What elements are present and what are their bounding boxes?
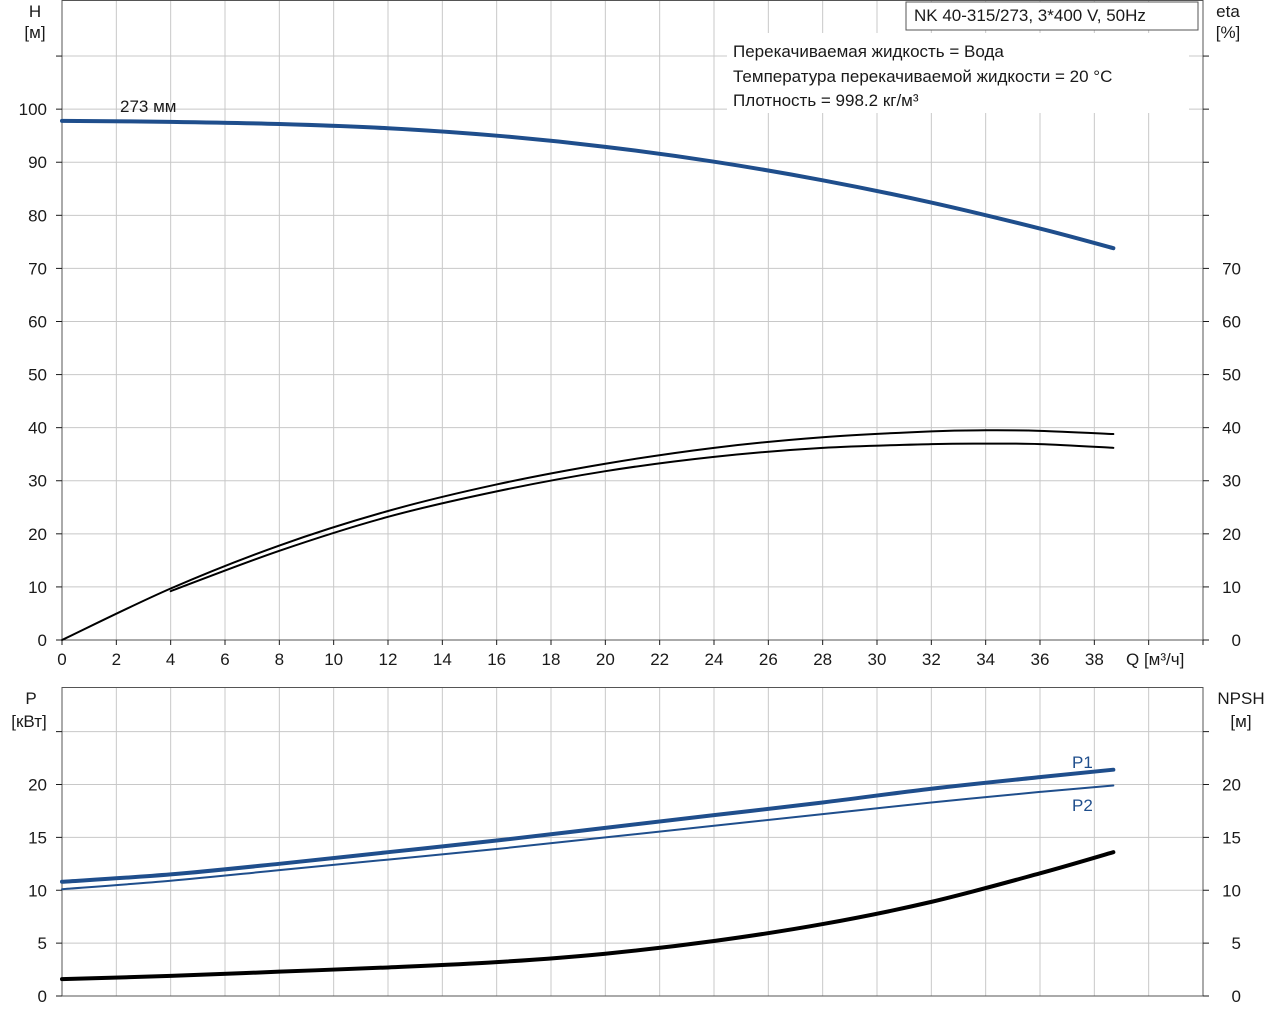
chart-title: NK 40-315/273, 3*400 V, 50Hz (914, 6, 1146, 25)
y-left-tick-label: 90 (28, 153, 47, 172)
y-left-tick-label: 5 (38, 934, 47, 953)
series-curve-2 (171, 444, 1114, 592)
y-left-label-bottom: P (25, 689, 36, 708)
y-right-tick-label: 20 (1222, 776, 1241, 795)
x-tick-label: 24 (705, 650, 724, 669)
y-left-unit-bottom: [кВт] (11, 712, 46, 731)
y-right-label-bottom: NPSH (1217, 689, 1264, 708)
y-left-tick-label: 10 (28, 881, 47, 900)
x-tick-label: 6 (220, 650, 229, 669)
label-p1: P1 (1072, 753, 1093, 772)
y-left-tick-label: 60 (28, 312, 47, 331)
note-temperature: Температура перекачиваемой жидкости = 20… (733, 67, 1112, 86)
y-right-tick-label: 70 (1222, 259, 1241, 278)
y-left-unit-top: [м] (24, 23, 45, 42)
y-right-tick-label: 10 (1222, 578, 1241, 597)
x-tick-label: 30 (868, 650, 887, 669)
x-tick-label: 22 (650, 650, 669, 669)
x-tick-label: 28 (813, 650, 832, 669)
y-right-label-top: eta (1216, 2, 1240, 21)
y-right-tick-label: 40 (1222, 419, 1241, 438)
note-density: Плотность = 998.2 кг/м³ (733, 91, 919, 110)
y-right-unit-top: [%] (1216, 23, 1241, 42)
x-tick-label: 26 (759, 650, 778, 669)
series-273-мм (62, 121, 1113, 248)
x-tick-label: 14 (433, 650, 452, 669)
y-left-tick-label: 0 (38, 631, 47, 650)
x-tick-label: 32 (922, 650, 941, 669)
note-liquid: Перекачиваемая жидкость = Вода (733, 42, 1004, 61)
y-right-tick-label: 5 (1232, 934, 1241, 953)
power-npsh-plot: 0 5 10 15 20 0 5 10 15 20 (28, 687, 1241, 1006)
x-tick-label: 12 (379, 650, 398, 669)
y-left-label-top: H (29, 2, 41, 21)
y-left-tick-label: 20 (28, 525, 47, 544)
x-tick-label: 16 (487, 650, 506, 669)
label-p2: P2 (1072, 796, 1093, 815)
y-right-tick-label: 50 (1222, 366, 1241, 385)
x-tick-label: 0 (57, 650, 66, 669)
y-left-tick-label: 40 (28, 419, 47, 438)
y-left-tick-label: 100 (19, 100, 47, 119)
y-right-tick-label: 10 (1222, 881, 1241, 900)
y-left-tick-label: 0 (38, 987, 47, 1006)
y-right-tick-label: 0 (1232, 631, 1241, 650)
x-tick-label: 38 (1085, 650, 1104, 669)
series-p1 (62, 770, 1113, 882)
y-right-tick-label: 0 (1232, 987, 1241, 1006)
x-tick-label: 18 (542, 650, 561, 669)
y-right-tick-label: 15 (1222, 828, 1241, 847)
y-right-tick-label: 20 (1222, 525, 1241, 544)
x-tick-label: 34 (976, 650, 995, 669)
series-curve-1 (62, 430, 1113, 640)
y-left-tick-label: 70 (28, 259, 47, 278)
x-tick-label: 20 (596, 650, 615, 669)
y-left-tick-label: 20 (28, 776, 47, 795)
y-left-tick-label: 30 (28, 472, 47, 491)
y-left-tick-label: 15 (28, 828, 47, 847)
x-tick-label: 10 (324, 650, 343, 669)
y-right-tick-label: 60 (1222, 312, 1241, 331)
x-axis-label: Q [м³/ч] (1126, 650, 1184, 669)
y-right-unit-bottom: [м] (1230, 712, 1251, 731)
y-left-tick-label: 10 (28, 578, 47, 597)
x-tick-label: 4 (166, 650, 175, 669)
x-tick-label: 2 (112, 650, 121, 669)
label-impeller-diameter: 273 мм (120, 97, 176, 116)
y-left-tick-label: 50 (28, 366, 47, 385)
y-left-tick-label: 80 (28, 206, 47, 225)
y-right-tick-label: 30 (1222, 472, 1241, 491)
x-tick-label: 8 (275, 650, 284, 669)
x-tick-label: 36 (1031, 650, 1050, 669)
